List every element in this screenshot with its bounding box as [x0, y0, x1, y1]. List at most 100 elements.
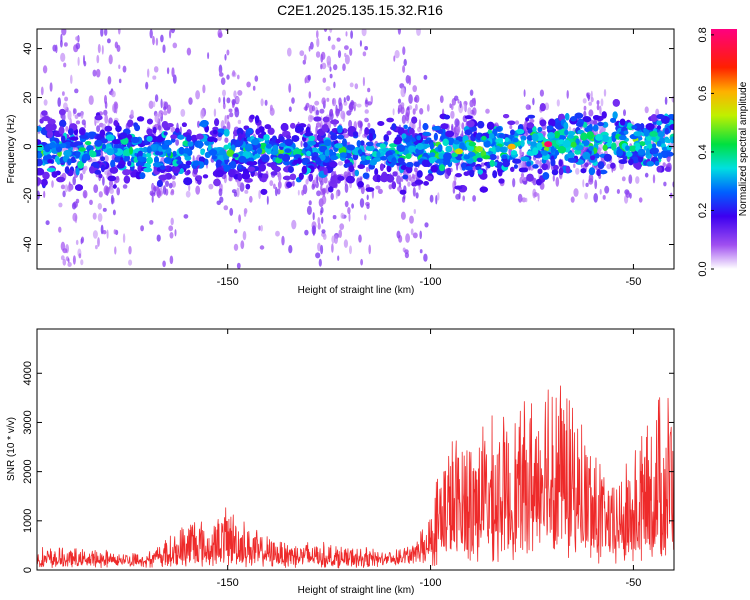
spectrogram-cell — [137, 116, 145, 122]
spectrogram-cell — [466, 120, 475, 128]
spectrogram-cell — [105, 134, 115, 142]
spectrogram-speckle — [45, 220, 50, 226]
spectrogram-speckle — [339, 223, 345, 231]
spectrogram-speckle — [338, 229, 343, 238]
spectrogram-cell — [273, 166, 281, 172]
spectrogram-speckle — [638, 197, 643, 203]
spectrogram-speckle — [529, 118, 535, 123]
spectrogram-speckle — [329, 73, 333, 79]
spectrogram-speckle — [67, 258, 70, 263]
spectrogram-cell — [548, 118, 556, 128]
spectrogram-cell — [567, 152, 575, 159]
spectrogram-speckle — [555, 176, 560, 187]
spectrogram-speckle — [424, 222, 429, 228]
spectrogram-cell — [215, 169, 224, 178]
spectrogram-speckle — [331, 44, 336, 50]
spectrogram-speckle — [60, 39, 63, 48]
spectrogram-speckle — [306, 205, 312, 215]
spectrogram-speckle — [224, 137, 229, 143]
spectrogram-cell — [308, 135, 316, 141]
spectrogram-speckle — [226, 114, 230, 119]
spectrogram-cell — [176, 159, 183, 165]
spectrogram-speckle — [463, 103, 467, 112]
spectrogram-cell — [424, 139, 429, 145]
spectrogram-speckle — [325, 86, 331, 92]
spectrogram-cell — [87, 131, 97, 137]
spectrogram-x-axis-label: Height of straight line (km) — [298, 285, 415, 296]
spectrogram-speckle — [317, 217, 321, 225]
spectrogram-speckle — [308, 200, 312, 206]
spectrogram-cell — [542, 172, 550, 180]
spectrogram-cell — [195, 175, 203, 181]
spectrogram-cell — [198, 156, 205, 162]
spectrogram-cell — [49, 141, 57, 149]
spectrogram-speckle — [311, 183, 315, 190]
spectrogram-cell — [236, 127, 244, 136]
spectrogram-speckle — [170, 29, 176, 34]
spectrogram-speckle — [346, 95, 350, 102]
spectrogram-speckle — [219, 188, 222, 193]
spectrogram-cell — [301, 165, 308, 175]
spectrogram-cell — [391, 157, 397, 166]
spectrogram-cell — [135, 161, 145, 167]
spectrogram-speckle — [151, 195, 154, 203]
spectrogram-speckle — [462, 195, 466, 202]
spectrogram-speckle — [349, 82, 354, 88]
spectrogram-cell — [532, 147, 539, 156]
spectrogram-cell — [330, 119, 339, 125]
spectrogram-speckle — [106, 229, 109, 239]
spectrogram-speckle — [292, 180, 295, 187]
spectrogram-cell — [526, 173, 534, 182]
spectrogram-speckle — [400, 87, 406, 98]
spectrogram-speckle — [154, 113, 160, 123]
spectrogram-speckle — [113, 229, 117, 235]
spectrogram-cell — [502, 159, 510, 168]
spectrogram-speckle — [275, 230, 280, 237]
spectrogram-speckle — [623, 109, 626, 117]
spectrogram-cell — [182, 148, 191, 154]
snr-y-ticks: 0 1000 2000 3000 4000 — [22, 361, 674, 573]
spectrogram-cell — [146, 118, 153, 125]
spectrogram-cell — [207, 136, 216, 142]
spectrogram-speckle — [238, 214, 242, 223]
spectrogram-cell — [565, 165, 571, 174]
spectrogram-cell — [301, 157, 310, 164]
spectrogram-speckle — [185, 190, 191, 198]
spectrogram-speckle — [588, 109, 594, 117]
spectrogram-cell — [434, 158, 444, 164]
spectrogram-cell — [645, 148, 650, 156]
spectrogram-cell — [291, 135, 300, 142]
spectrogram-speckle — [122, 233, 126, 244]
spectrogram-cell — [104, 125, 113, 132]
spectrogram-cell — [339, 152, 348, 158]
spectrogram-speckle — [412, 122, 416, 130]
spectrogram-speckle — [219, 69, 222, 75]
spectrogram-speckle — [399, 83, 405, 89]
spectrogram-speckle — [652, 174, 656, 184]
spectrogram-speckle — [160, 34, 164, 43]
spectrogram-speckle — [111, 90, 116, 98]
spectrogram-cell — [154, 151, 164, 156]
spectrogram-speckle — [269, 180, 274, 187]
spectrogram-speckle — [42, 65, 48, 74]
spectrogram-speckle — [148, 100, 154, 110]
spectrogram-cell — [377, 121, 385, 126]
spectrogram-cell — [536, 142, 543, 151]
spectrogram-cell — [495, 145, 501, 153]
spectrogram-speckle — [222, 89, 226, 97]
spectrogram-cell — [328, 186, 334, 193]
spectrogram-speckle — [130, 109, 134, 118]
spectrogram-speckle — [288, 245, 293, 254]
chart-title: C2E1.2025.135.15.32.R16 — [277, 2, 443, 18]
spectrogram-speckle — [104, 101, 108, 109]
spectrogram-speckle — [315, 109, 320, 116]
spectrogram-cell — [463, 171, 470, 176]
spectrogram-cell — [439, 164, 445, 172]
spectrogram-cell — [570, 141, 577, 148]
spectrogram-cell — [237, 164, 242, 170]
spectrogram-speckle — [629, 192, 632, 199]
spectrogram-frame — [36, 28, 675, 270]
spectrogram-cell — [137, 150, 143, 157]
spectrogram-cell — [89, 134, 95, 140]
spectrogram-speckle — [101, 45, 104, 55]
